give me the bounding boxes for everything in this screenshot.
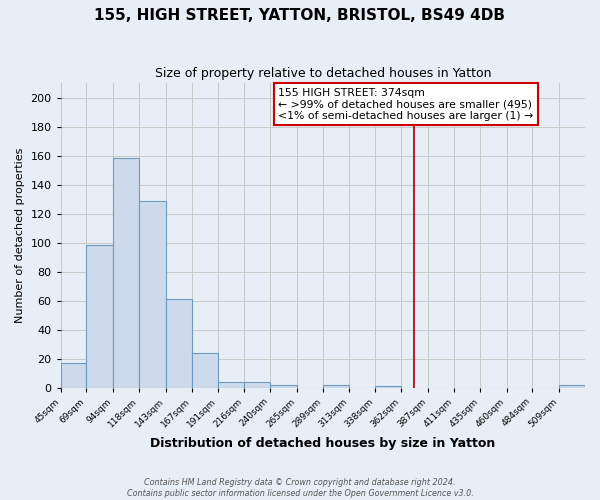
Bar — [323, 384, 349, 388]
Bar — [61, 363, 86, 388]
Bar — [192, 353, 218, 388]
Bar — [270, 384, 297, 388]
Bar — [166, 299, 192, 388]
Bar — [86, 246, 113, 388]
Text: 155, HIGH STREET, YATTON, BRISTOL, BS49 4DB: 155, HIGH STREET, YATTON, BRISTOL, BS49 … — [95, 8, 505, 22]
Bar — [113, 158, 139, 388]
Text: Contains HM Land Registry data © Crown copyright and database right 2024.
Contai: Contains HM Land Registry data © Crown c… — [127, 478, 473, 498]
Bar — [559, 384, 585, 388]
Bar — [218, 382, 244, 388]
Bar — [139, 200, 166, 388]
Bar — [376, 386, 401, 388]
Bar — [244, 382, 270, 388]
Y-axis label: Number of detached properties: Number of detached properties — [15, 148, 25, 323]
X-axis label: Distribution of detached houses by size in Yatton: Distribution of detached houses by size … — [150, 437, 496, 450]
Title: Size of property relative to detached houses in Yatton: Size of property relative to detached ho… — [155, 68, 491, 80]
Text: 155 HIGH STREET: 374sqm
← >99% of detached houses are smaller (495)
<1% of semi-: 155 HIGH STREET: 374sqm ← >99% of detach… — [278, 88, 533, 121]
